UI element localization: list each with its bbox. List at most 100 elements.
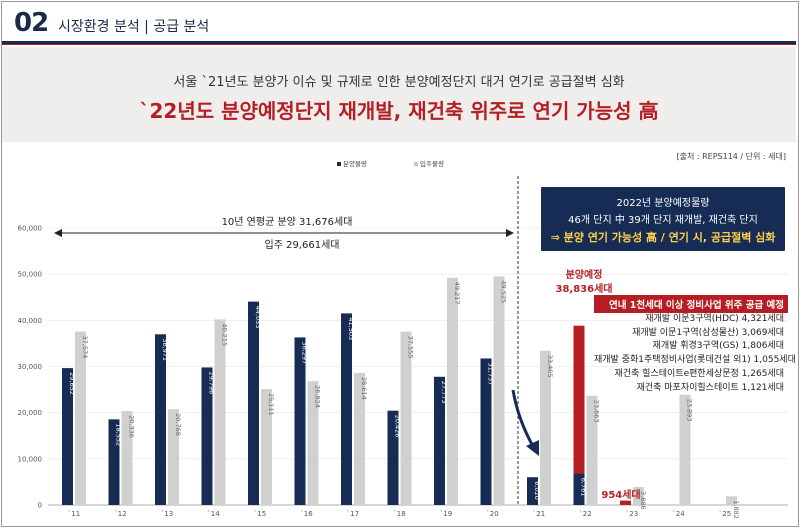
y-tick-label: 40,000 bbox=[18, 317, 43, 325]
planned-value: 38,836세대 bbox=[556, 282, 613, 295]
y-tick-label: 60,000 bbox=[18, 225, 43, 233]
source-note: [출처 : REPS114 / 단위 : 세대] bbox=[676, 152, 786, 161]
bar-move-in bbox=[633, 487, 644, 505]
banner-headline: `22년도 분양예정단지 재개발, 재건축 위주로 연기 가능성 高 bbox=[139, 99, 659, 123]
section-number: 02 bbox=[14, 8, 49, 38]
x-tick-label: `16 bbox=[300, 510, 313, 518]
bar-supply bbox=[480, 358, 492, 505]
bar-move-in bbox=[354, 372, 365, 505]
bar-supply bbox=[155, 334, 166, 505]
bar-move-in bbox=[540, 350, 551, 505]
bar-planned bbox=[620, 500, 631, 505]
bar-move-in-label: 23,893 bbox=[686, 399, 694, 422]
average-move-in-label: 입주 29,661세대 bbox=[265, 238, 340, 251]
decline-arrow-icon bbox=[511, 389, 536, 449]
section-title: 시장환경 분석 | 공급 분석 bbox=[58, 19, 210, 35]
bar-supply-label: 6,020 bbox=[533, 481, 541, 500]
bar-supply bbox=[201, 367, 213, 505]
bar-move-in-label: 28,614 bbox=[360, 377, 368, 400]
bar-move-in bbox=[214, 319, 226, 505]
header-divider bbox=[2, 41, 796, 44]
x-tick-label: `17 bbox=[347, 510, 359, 518]
x-tick-label: `13 bbox=[161, 510, 173, 518]
bar-move-in-label: 37,555 bbox=[407, 336, 415, 359]
bar-supply bbox=[108, 419, 120, 505]
bar-move-in-label: 20,768 bbox=[174, 413, 182, 436]
bar-supply bbox=[62, 368, 73, 505]
bar-supply-label: 41,503 bbox=[347, 317, 355, 340]
bar-move-in bbox=[400, 331, 412, 505]
y-tick-label: 0 bbox=[38, 502, 42, 510]
bar-move-in bbox=[121, 411, 133, 505]
header-accent-line bbox=[2, 44, 796, 45]
bar-supply-label: 20,426 bbox=[394, 415, 402, 438]
bar-supply bbox=[573, 473, 585, 505]
bar-move-in bbox=[261, 389, 272, 505]
page-header: 02 시장환경 분석 | 공급 분석 bbox=[2, 2, 796, 42]
bar-move-in-label: 33,405 bbox=[546, 355, 554, 378]
bar-supply-label: 6,761 bbox=[580, 478, 588, 497]
bar-move-in bbox=[447, 277, 458, 505]
x-tick-label: `21 bbox=[533, 510, 545, 518]
x-tick-label: `18 bbox=[393, 510, 405, 518]
y-tick-label: 20,000 bbox=[18, 409, 43, 417]
project-list-item: 재개발 이문3구역(HDC) 4,321세대 bbox=[645, 314, 784, 324]
x-tick-label: `19 bbox=[440, 510, 452, 518]
x-tick-label: `12 bbox=[114, 510, 126, 518]
bar-supply-label: 36,971 bbox=[161, 338, 169, 361]
bar-supply-label: 29,796 bbox=[208, 371, 216, 394]
x-tick-label: `14 bbox=[207, 510, 220, 518]
project-list-item: 재건축 마포자이힐스테이트 1,121세대 bbox=[636, 382, 784, 393]
bar-supply bbox=[341, 313, 352, 505]
y-tick-label: 30,000 bbox=[18, 363, 43, 371]
legend-swatch-move-in bbox=[414, 162, 418, 166]
bar-supply-label: 44,053 bbox=[254, 306, 262, 329]
arrow-head-right-icon bbox=[506, 229, 514, 237]
bar-move-in-label: 49,217 bbox=[453, 282, 461, 305]
bar-move-in-label: 20,336 bbox=[128, 415, 136, 438]
bar-move-in bbox=[493, 276, 505, 505]
bar-move-in-label: 23,663 bbox=[593, 400, 601, 423]
bar-supply-label: 18,552 bbox=[115, 423, 123, 446]
x-tick-label: `22 bbox=[579, 510, 591, 518]
x-tick-label: `11 bbox=[68, 510, 80, 518]
bar-supply-label: 36,297 bbox=[301, 341, 309, 364]
y-tick-label: 10,000 bbox=[18, 455, 43, 463]
bar-move-in-label: 3,886 bbox=[639, 491, 647, 510]
y-tick-label: 50,000 bbox=[18, 271, 43, 279]
banner-subtitle: 서울 `21년도 분양가 이슈 및 규제로 인한 분양예정단지 대거 연기로 공… bbox=[173, 75, 625, 90]
bar-move-in bbox=[679, 394, 691, 505]
bar-move-in bbox=[307, 381, 319, 505]
bar-move-in-label: 37,574 bbox=[81, 336, 89, 359]
bar-supply-label: 31,737 bbox=[487, 362, 495, 385]
bar-move-in bbox=[586, 395, 598, 505]
bar-supply-label: 27,773 bbox=[440, 381, 448, 404]
bar-supply bbox=[248, 301, 259, 505]
bar-move-in-label: 25,111 bbox=[267, 393, 275, 416]
bar-supply-label: 29,652 bbox=[68, 372, 76, 395]
average-supply-label: 10년 연평균 분양 31,676세대 bbox=[222, 216, 353, 228]
bar-move-in-label: 40,215 bbox=[221, 323, 229, 346]
bar-move-in-label: 1,882 bbox=[732, 500, 740, 519]
decline-arrow-head-icon bbox=[526, 440, 539, 456]
bar-supply bbox=[434, 376, 445, 505]
planned-label: 분양예정 bbox=[566, 268, 603, 281]
project-list-item: 재개발 중화1주택정비사업(롯데건설 외1) 1,055세대 bbox=[594, 355, 796, 366]
bar-move-in-label: 49,525 bbox=[500, 280, 508, 303]
bar-supply bbox=[294, 337, 306, 505]
legend-label-move-in: 입주물량 bbox=[420, 160, 444, 168]
bar-move-in bbox=[168, 409, 179, 505]
project-list-title: 연내 1천세대 이상 정비사업 위주 공급 예정 bbox=[594, 295, 788, 313]
planned-954-label: 954세대 bbox=[601, 488, 640, 501]
x-tick-label: `25 bbox=[719, 510, 731, 518]
x-tick-label: `15 bbox=[254, 510, 266, 518]
summary-banner: 서울 `21년도 분양가 이슈 및 규제로 인한 분양예정단지 대거 연기로 공… bbox=[2, 47, 796, 142]
project-list-item: 재개발 이문1구역(삼성물산) 3,069세대 bbox=[632, 327, 784, 338]
x-tick-label: `20 bbox=[486, 510, 498, 518]
bar-supply bbox=[527, 477, 538, 505]
bar-supply bbox=[387, 410, 399, 505]
callout-box: 2022년 분양예정물량 46개 단지 中 39개 단지 재개발, 재건축 단지… bbox=[541, 187, 785, 251]
x-tick-label: `24 bbox=[672, 510, 685, 518]
